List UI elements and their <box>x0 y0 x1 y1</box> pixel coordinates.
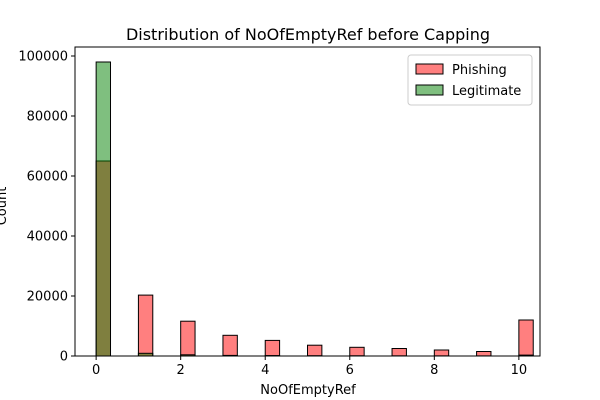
legend-swatch-phishing <box>415 63 444 75</box>
bar-phishing-9 <box>476 351 492 357</box>
y-tick-label-100000: 100000 <box>18 50 68 65</box>
x-tick-label-2: 2 <box>177 363 185 378</box>
legend-label-legitimate: Legitimate <box>452 84 521 99</box>
y-tick-label-60000: 60000 <box>27 170 68 185</box>
y-tick-label-80000: 80000 <box>27 110 68 125</box>
x-tick-label-10: 10 <box>511 363 528 378</box>
y-tick-label-20000: 20000 <box>27 290 68 305</box>
bar-phishing-1 <box>137 294 154 357</box>
y-axis-label: Count <box>0 187 10 226</box>
y-tick-label-40000: 40000 <box>27 230 68 245</box>
chart-title: Distribution of NoOfEmptyRef before Capp… <box>126 25 490 44</box>
bar-phishing-6 <box>349 346 365 357</box>
axes-layer: 0 2 4 6 8 10 0 20000 40000 60000 80000 100000 <box>18 46 541 378</box>
plot-frame <box>74 46 541 357</box>
x-tick-label-6: 6 <box>346 363 354 378</box>
bar-phishing-3 <box>222 334 238 357</box>
x-tick-label-0: 0 <box>92 363 100 378</box>
x-tick-label-8: 8 <box>430 363 438 378</box>
bar-phishing-4 <box>264 339 281 357</box>
bar-phishing-7 <box>391 348 407 357</box>
x-tick-label-4: 4 <box>261 363 269 378</box>
bar-phishing-5 <box>307 344 323 357</box>
legend-swatch-legitimate <box>415 84 444 96</box>
bar-legitimate-0 <box>95 61 112 357</box>
bar-phishing-10 <box>518 319 534 357</box>
y-tick-label-0: 0 <box>60 350 68 365</box>
x-axis-label: NoOfEmptyRef <box>260 383 356 398</box>
legend-label-phishing: Phishing <box>452 63 507 78</box>
bar-phishing-2 <box>180 320 196 357</box>
bar-phishing-8 <box>433 349 450 357</box>
legend: Phishing Legitimate <box>407 54 533 106</box>
